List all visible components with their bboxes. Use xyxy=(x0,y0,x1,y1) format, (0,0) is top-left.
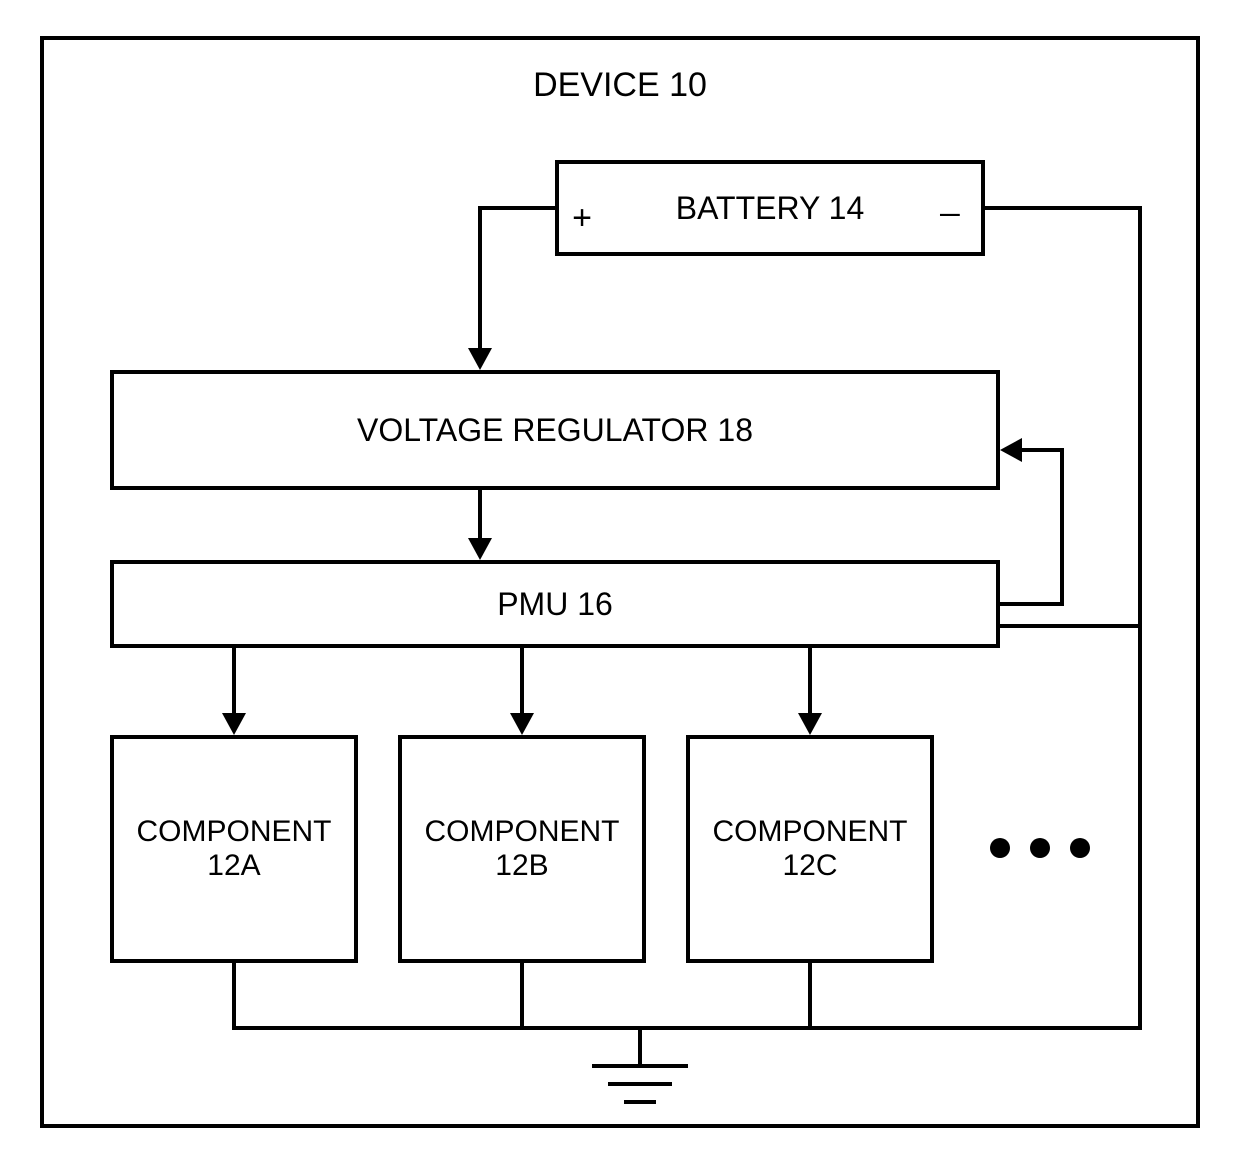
component-b-label: COMPONENT 12B xyxy=(425,815,620,883)
component-c-label: COMPONENT 12C xyxy=(713,815,908,883)
battery-label: BATTERY 14 xyxy=(676,190,865,227)
battery-minus: _ xyxy=(941,179,960,218)
diagram-canvas: DEVICE 10 BATTERY 14 + _ VOLTAGE REGULATOR 1… xyxy=(0,0,1240,1164)
pmu-label: PMU 16 xyxy=(497,586,613,623)
device-title: DEVICE 10 xyxy=(533,66,707,105)
battery-plus: + xyxy=(572,199,592,238)
voltage-regulator-label: VOLTAGE REGULATOR 18 xyxy=(357,412,753,449)
component-a-label: COMPONENT 12A xyxy=(137,815,332,883)
